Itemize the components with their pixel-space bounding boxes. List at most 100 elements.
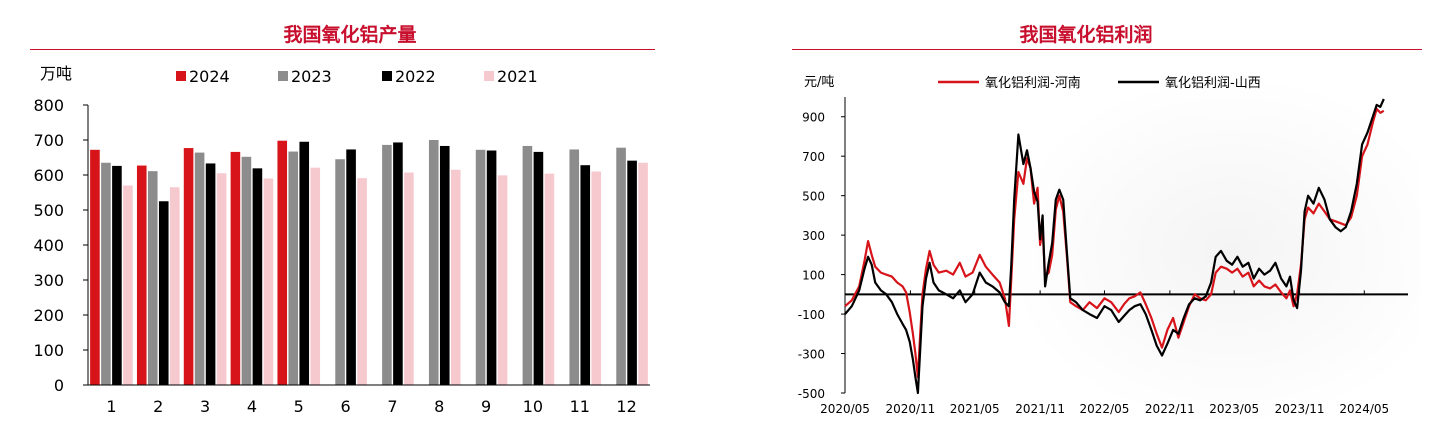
production-title-rule	[30, 49, 655, 50]
bar-2022-10	[533, 151, 544, 385]
bar-2021-10	[544, 173, 555, 385]
x-tick-label: 2023/11	[1275, 402, 1325, 416]
y-tick-label: 300	[802, 229, 825, 243]
watermark-logo	[1000, 70, 1420, 430]
x-tick-label: 8	[434, 397, 444, 416]
y-tick-label: 500	[802, 190, 825, 204]
x-tick-label: 2021/11	[1015, 402, 1065, 416]
profit-title-rule	[792, 49, 1422, 50]
x-tick-label: 9	[481, 397, 491, 416]
bar-2024-2	[136, 165, 147, 385]
bar-2024-4	[230, 151, 241, 385]
bar-2022-11	[580, 165, 591, 385]
x-tick-label: 2021/05	[950, 402, 1000, 416]
y-axis-label: 元/吨	[804, 75, 834, 90]
y-tick-label: -100	[798, 308, 825, 322]
bar-2023-2	[147, 171, 158, 385]
y-tick-label: 400	[33, 236, 64, 255]
y-tick-label: 900	[802, 111, 825, 125]
x-tick-label: 6	[340, 397, 350, 416]
y-tick-label: 200	[33, 306, 64, 325]
bar-2022-7	[393, 142, 403, 385]
x-tick-label: 2	[153, 397, 163, 416]
bar-2021-2	[169, 187, 180, 385]
bar-2022-3	[205, 163, 216, 385]
bar-2021-11	[591, 171, 602, 385]
x-tick-label: 5	[294, 397, 304, 416]
legend-swatch-2024	[176, 71, 186, 81]
series-line-shanxi	[844, 98, 1385, 395]
legend-swatch-2023	[278, 71, 288, 81]
y-tick-label: -500	[798, 387, 825, 401]
bar-2023-5	[288, 151, 299, 385]
y-tick-label: -300	[798, 348, 825, 362]
profit-chart-panel: 我国氧化铝利润 元/吨 -500 -300 -100 100 300 500 700 900 20…	[730, 0, 1442, 446]
bar-2022-4	[252, 168, 263, 385]
x-tick-label: 12	[616, 397, 636, 416]
legend-label-henan: 氧化铝利润-河南	[985, 75, 1081, 91]
bar-2023-7	[382, 144, 392, 385]
bar-2022-1	[112, 165, 122, 385]
x-tick-label: 2020/11	[885, 402, 935, 416]
legend-label-2023: 2023	[291, 67, 332, 86]
legend-label-2022: 2022	[395, 67, 436, 86]
legend-swatch-2022	[382, 71, 392, 81]
bar-2021-7	[404, 172, 414, 385]
x-tick-label: 4	[247, 397, 257, 416]
legend-label-2021: 2021	[497, 67, 538, 86]
profit-line-chart: 元/吨 -500 -300 -100 100 300 500 700 900 2020/05 202…	[798, 75, 1408, 416]
legend-label-shanxi: 氧化铝利润-山西	[1165, 76, 1261, 91]
legend-label-2024: 2024	[189, 67, 230, 86]
y-axis-label: 万吨	[40, 64, 72, 83]
bar-2021-9	[497, 175, 508, 385]
profit-chart-title: 我国氧化铝利润	[1019, 24, 1153, 46]
x-tick-label: 11	[570, 397, 590, 416]
y-tick-label: 700	[802, 150, 825, 164]
bar-2023-4	[241, 156, 252, 385]
bar-2024-3	[183, 148, 194, 385]
x-tick-label: 2022/05	[1080, 402, 1130, 416]
y-tick-label: 0	[54, 376, 64, 395]
x-tick-label: 1	[106, 397, 116, 416]
bar-2024-1	[90, 149, 100, 385]
bar-2023-3	[194, 152, 205, 385]
bar-2022-6	[346, 149, 356, 385]
production-chart-title: 我国氧化铝产量	[283, 24, 417, 46]
x-tick-label: 3	[200, 397, 210, 416]
x-tick-label: 2024/05	[1339, 402, 1389, 416]
series-line-henan	[844, 107, 1385, 379]
y-tick-label: 100	[802, 269, 825, 283]
y-tick-label: 100	[33, 341, 64, 360]
bar-2021-5	[310, 167, 321, 385]
x-tick-label: 10	[523, 397, 543, 416]
y-tick-label: 700	[33, 131, 64, 150]
bar-2021-8	[450, 169, 461, 385]
bar-2022-2	[158, 201, 169, 385]
bar-2021-6	[357, 178, 367, 385]
bar-2023-12	[616, 147, 626, 385]
bar-2023-10	[522, 145, 533, 385]
y-tick-label: 800	[33, 96, 64, 115]
bar-2021-12	[638, 162, 648, 385]
bar-2022-12	[627, 160, 637, 385]
y-tick-label: 600	[33, 166, 64, 185]
bar-2022-5	[299, 141, 310, 385]
y-tick-label: 300	[33, 271, 64, 290]
legend-swatch-2021	[484, 71, 494, 81]
bar-2021-4	[263, 178, 274, 385]
bar-2022-8	[439, 145, 450, 385]
bar-2024-5	[277, 140, 288, 385]
bar-2022-9	[486, 150, 497, 385]
bar-2023-8	[428, 140, 439, 385]
bar-2023-6	[335, 159, 345, 385]
bar-2023-11	[569, 149, 580, 385]
x-tick-label: 7	[387, 397, 397, 416]
x-tick-label: 2023/05	[1209, 402, 1259, 416]
x-tick-label: 2022/11	[1145, 402, 1195, 416]
y-tick-label: 500	[33, 201, 64, 220]
x-tick-label: 2020/05	[820, 402, 870, 416]
bar-2021-3	[216, 173, 227, 385]
production-chart-panel: 我国氧化铝产量 万吨 0 100 200 300 400 500 600 700 800 1 2 3 4 5…	[0, 0, 700, 446]
bar-2023-1	[101, 162, 111, 385]
